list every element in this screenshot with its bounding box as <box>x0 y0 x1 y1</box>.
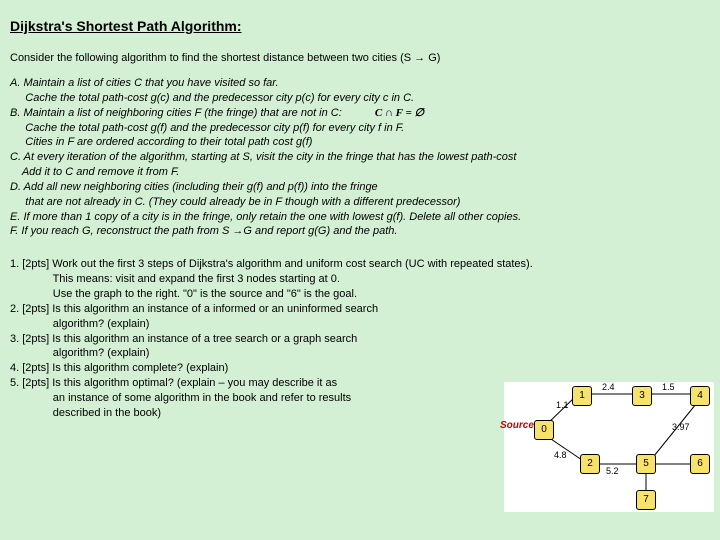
edge-13: 2.4 <box>602 382 615 392</box>
q2b: algorithm? (explain) <box>10 317 710 332</box>
graph-edges-svg <box>504 382 714 512</box>
algo-a2: Cache the total path-cost g(c) and the p… <box>10 91 710 106</box>
node-0: 0 <box>534 420 554 440</box>
graph-figure: Source 0 1 3 4 2 5 6 7 1.1 2.4 1.5 4.8 5… <box>504 382 714 512</box>
q1b: This means: visit and expand the first 3… <box>10 272 710 287</box>
algo-b1-formula: C ∩ F = ∅ <box>375 107 424 119</box>
edge-01: 1.1 <box>556 400 569 410</box>
algo-b3: Cities in F are ordered according to the… <box>10 135 710 150</box>
algorithm-block: A. Maintain a list of cities C that you … <box>10 76 710 239</box>
edge-25: 5.2 <box>606 466 619 476</box>
node-5: 5 <box>636 454 656 474</box>
algo-d1: D. Add all new neighboring cities (inclu… <box>10 180 710 195</box>
algo-a1: A. Maintain a list of cities C that you … <box>10 76 710 91</box>
algo-b1: B. Maintain a list of neighboring cities… <box>10 107 342 119</box>
page-title: Dijkstra's Shortest Path Algorithm: <box>10 18 710 34</box>
q1c: Use the graph to the right. "0" is the s… <box>10 287 710 302</box>
q3b: algorithm? (explain) <box>10 346 710 361</box>
edge-02: 4.8 <box>554 450 567 460</box>
node-4: 4 <box>690 386 710 406</box>
algo-c2: Add it to C and remove it from F. <box>10 165 710 180</box>
node-3: 3 <box>632 386 652 406</box>
edge-34: 1.5 <box>662 382 675 392</box>
node-2: 2 <box>580 454 600 474</box>
q1a: 1. [2pts] Work out the first 3 steps of … <box>10 257 710 272</box>
algo-d2: that are not already in C. (They could a… <box>10 195 710 210</box>
q4a: 4. [2pts] Is this algorithm complete? (e… <box>10 361 710 376</box>
q3a: 3. [2pts] Is this algorithm an instance … <box>10 332 710 347</box>
node-6: 6 <box>690 454 710 474</box>
algo-f1: F. If you reach G, reconstruct the path … <box>10 224 710 239</box>
algo-b1-row: B. Maintain a list of neighboring cities… <box>10 106 710 121</box>
algo-b2: Cache the total path-cost g(f) and the p… <box>10 121 710 136</box>
algo-e1: E. If more than 1 copy of a city is in t… <box>10 210 710 225</box>
node-1: 1 <box>572 386 592 406</box>
q2a: 2. [2pts] Is this algorithm an instance … <box>10 302 710 317</box>
node-7: 7 <box>636 490 656 510</box>
edge-45: 3.97 <box>672 422 690 432</box>
intro-text: Consider the following algorithm to find… <box>10 52 710 64</box>
source-label: Source <box>500 420 534 431</box>
algo-c1: C. At every iteration of the algorithm, … <box>10 150 710 165</box>
